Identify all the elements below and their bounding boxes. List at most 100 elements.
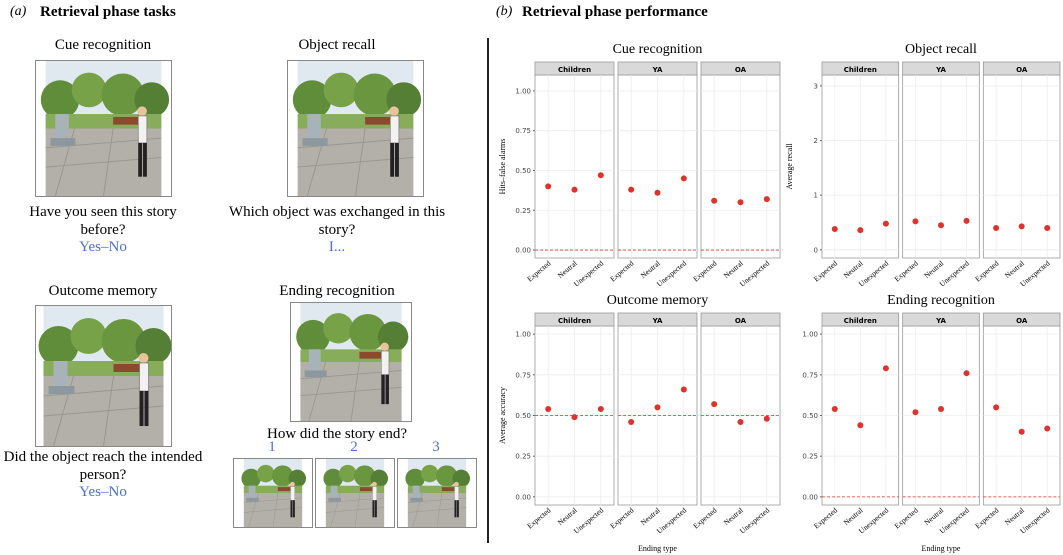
y-tick-label: 0.00	[515, 493, 531, 501]
question-text: Did the object reach the intended person…	[0, 448, 213, 484]
facet-label: YA	[652, 317, 663, 325]
question-text: Which object was exchanged in this story…	[217, 203, 457, 239]
y-tick-label: 3	[814, 82, 818, 90]
chart-title: Ending recognition	[887, 293, 995, 308]
x-tick-label: Expected	[525, 258, 552, 283]
x-tick-label: Expected	[893, 505, 920, 530]
x-tick-label: Neutral	[556, 259, 579, 280]
mean-point	[764, 196, 770, 202]
mean-point	[572, 187, 578, 193]
x-axis-label: Ending type	[638, 544, 677, 553]
x-tick-label: Expected	[525, 505, 552, 530]
y-tick-label: 0.25	[802, 453, 818, 461]
mean-point	[545, 183, 551, 189]
chart-title: Outcome memory	[607, 293, 708, 308]
facet-label: OA	[1016, 317, 1028, 325]
x-tick-label: Neutral	[722, 259, 745, 280]
divider	[487, 38, 489, 543]
task-title: Object recall	[217, 37, 457, 54]
y-tick-label: 0.50	[515, 167, 531, 175]
task-image	[287, 60, 424, 197]
y-tick-label: 0.50	[802, 412, 818, 420]
x-tick-label: Expected	[608, 258, 635, 283]
mean-point	[545, 406, 551, 412]
facet-label: Children	[844, 66, 877, 74]
y-tick-label: 0	[814, 246, 818, 254]
y-axis-label: Average recall	[785, 143, 794, 190]
mean-point	[964, 370, 970, 376]
option-image	[233, 458, 313, 528]
option-image	[397, 458, 477, 528]
y-tick-label: 0.75	[802, 371, 818, 379]
x-tick-label: Unexpected	[738, 505, 771, 535]
option-label: 1	[232, 439, 312, 456]
x-tick-label: Neutral	[1003, 506, 1026, 527]
mean-point	[655, 190, 661, 196]
mean-point	[938, 222, 944, 228]
x-tick-label: Unexpected	[655, 258, 688, 288]
facet-label: OA	[735, 66, 747, 74]
y-tick-label: 0.75	[515, 371, 531, 379]
x-tick-label: Expected	[691, 258, 718, 283]
y-tick-label: 0.50	[515, 412, 531, 420]
x-tick-label: Expected	[691, 505, 718, 530]
mean-point	[628, 187, 634, 193]
chart-title: Cue recognition	[613, 42, 703, 57]
task-image	[35, 305, 172, 447]
y-tick-label: 0.00	[515, 247, 531, 255]
mean-point	[1019, 429, 1025, 435]
x-tick-label: Neutral	[556, 506, 579, 527]
figure: (a) Retrieval phase tasks Cue recognitio…	[0, 0, 1063, 555]
mean-point	[681, 175, 687, 181]
mean-point	[764, 416, 770, 422]
mean-point	[738, 199, 744, 205]
x-tick-label: Expected	[608, 505, 635, 530]
x-tick-label: Unexpected	[572, 258, 605, 288]
task-answer: Yes–No	[0, 239, 223, 256]
mean-point	[598, 172, 604, 178]
y-tick-label: 0.25	[515, 207, 531, 215]
mean-point	[912, 409, 918, 415]
mean-point	[857, 227, 863, 233]
x-tick-label: Neutral	[639, 259, 662, 280]
mean-point	[655, 404, 661, 410]
y-tick-label: 0.00	[802, 493, 818, 501]
x-tick-label: Expected	[973, 505, 1000, 530]
panel-title: Retrieval phase tasks	[40, 4, 176, 21]
mean-point	[1044, 225, 1050, 231]
x-tick-label: Neutral	[722, 506, 745, 527]
facet-label: YA	[935, 317, 946, 325]
mean-point	[1019, 223, 1025, 229]
x-tick-label: Neutral	[842, 506, 865, 527]
mean-point	[598, 406, 604, 412]
option-label: 3	[396, 439, 476, 456]
mean-point	[938, 406, 944, 412]
mean-point	[628, 419, 634, 425]
x-tick-label: Expected	[893, 258, 920, 283]
x-tick-label: Unexpected	[655, 505, 688, 535]
facet-label: OA	[735, 317, 747, 325]
y-tick-label: 1.00	[515, 331, 531, 339]
mean-point	[883, 221, 889, 227]
y-tick-label: 1.00	[802, 331, 818, 339]
facet-label: Children	[844, 317, 877, 325]
x-axis-label: Ending type	[922, 544, 961, 553]
x-tick-label: Neutral	[922, 259, 945, 280]
y-tick-label: 0.75	[515, 127, 531, 135]
x-tick-label: Expected	[812, 505, 839, 530]
task-image	[290, 302, 412, 422]
x-tick-label: Expected	[812, 258, 839, 283]
y-tick-label: 1.00	[515, 87, 531, 95]
task-question: Have you seen this story before?	[0, 203, 223, 239]
mean-point	[832, 226, 838, 232]
x-tick-label: Unexpected	[738, 258, 771, 288]
task-title: Cue recognition	[0, 37, 223, 54]
x-tick-label: Unexpected	[572, 505, 605, 535]
mean-point	[1044, 426, 1050, 432]
question-text: Have you seen this story before?	[18, 203, 188, 239]
task-title: Ending recognition	[217, 283, 457, 300]
task-question: Did the object reach the intended person…	[0, 448, 223, 484]
mean-point	[738, 419, 744, 425]
task-answer: Yes–No	[0, 484, 223, 501]
